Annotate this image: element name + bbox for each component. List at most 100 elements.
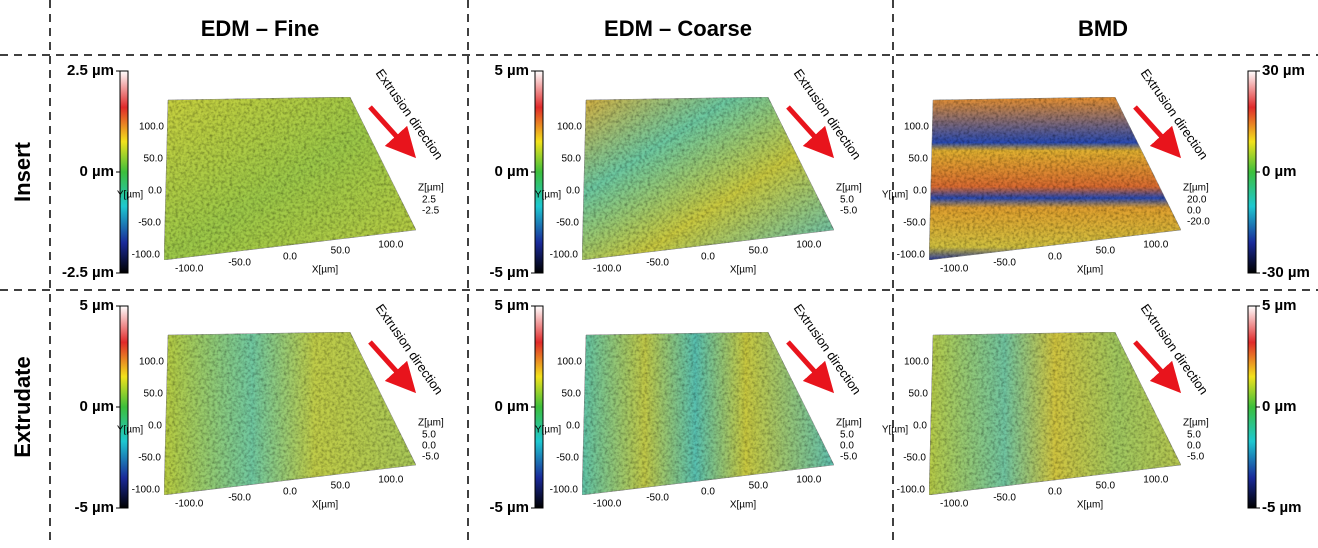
x-tick-label: -50.0: [228, 258, 251, 269]
x-tick-label: 100.0: [796, 475, 821, 486]
y-tick-label: 50.0: [562, 389, 582, 400]
x-axis-label: X[µm]: [730, 500, 757, 511]
direction-label: Extrusion direction: [791, 66, 865, 162]
z-tick-label: -5.0: [1187, 452, 1205, 463]
x-tick-label: 100.0: [378, 240, 403, 251]
y-tick-label: -50.0: [903, 453, 926, 464]
x-axis-label: X[µm]: [312, 500, 339, 511]
colorbar-label: 5 µm: [80, 297, 115, 314]
x-tick-label: 0.0: [1048, 252, 1062, 263]
y-tick-label: 0.0: [566, 186, 580, 197]
y-tick-label: 100.0: [557, 122, 582, 133]
z-tick-label: 2.5: [422, 195, 436, 206]
surface-panel: 5 µm0 µm-5 µm100.050.00.0-50.0-100.0Y[µm…: [490, 297, 865, 516]
z-tick-label: -20.0: [1187, 217, 1210, 228]
y-tick-label: -50.0: [138, 453, 161, 464]
y-axis-label: Y[µm]: [882, 425, 909, 436]
y-tick-label: -50.0: [138, 218, 161, 229]
x-axis-label: X[µm]: [312, 265, 339, 276]
figure: EDM – FineEDM – CoarseBMDInsertExtrudate…: [0, 0, 1318, 543]
colorbar-label: 30 µm: [1262, 62, 1305, 79]
x-tick-label: -50.0: [993, 258, 1016, 269]
row-header: Insert: [10, 141, 35, 202]
y-tick-label: -50.0: [903, 218, 926, 229]
z-axis-label: Z[µm]: [836, 183, 862, 194]
colorbar-label: 0 µm: [495, 398, 530, 415]
y-axis-label: Y[µm]: [117, 425, 144, 436]
direction-label: Extrusion direction: [1138, 66, 1212, 162]
colorbar-label: 0 µm: [80, 163, 115, 180]
surface-panel: 30 µm0 µm-30 µm100.050.00.0-50.0-100.0Y[…: [882, 62, 1310, 281]
colorbar: [1248, 71, 1256, 273]
direction-label: Extrusion direction: [1138, 301, 1212, 397]
colorbar-label: 0 µm: [1262, 398, 1297, 415]
z-tick-label: -2.5: [422, 206, 440, 217]
x-tick-label: 0.0: [701, 252, 715, 263]
colorbar-label: -5 µm: [490, 264, 530, 281]
colorbar: [535, 71, 543, 273]
colorbar-label: -30 µm: [1262, 264, 1310, 281]
direction-label: Extrusion direction: [373, 66, 447, 162]
colorbar-label: 0 µm: [80, 398, 115, 415]
direction-label: Extrusion direction: [373, 301, 447, 397]
y-tick-label: 50.0: [909, 154, 929, 165]
z-axis-label: Z[µm]: [836, 418, 862, 429]
y-tick-label: -100.0: [550, 250, 579, 261]
y-tick-label: 0.0: [913, 421, 927, 432]
y-tick-label: 100.0: [139, 122, 164, 133]
y-tick-label: 100.0: [557, 357, 582, 368]
surface-panel: 5 µm0 µm-5 µm100.050.00.0-50.0-100.0Y[µm…: [75, 297, 447, 516]
surface: [164, 97, 416, 260]
colorbar-label: 2.5 µm: [67, 62, 114, 79]
colorbar-label: -2.5 µm: [62, 264, 114, 281]
z-axis-label: Z[µm]: [418, 183, 444, 194]
colorbar-label: 5 µm: [495, 62, 530, 79]
colorbar-label: -5 µm: [1262, 499, 1302, 516]
z-tick-label: -5.0: [422, 452, 440, 463]
z-tick-label: 0.0: [1187, 206, 1201, 217]
x-tick-label: -50.0: [646, 493, 669, 504]
row-header: Extrudate: [10, 356, 35, 457]
y-axis-label: Y[µm]: [535, 425, 562, 436]
z-tick-label: -5.0: [840, 452, 858, 463]
x-tick-label: -100.0: [593, 499, 622, 510]
x-tick-label: 50.0: [331, 481, 351, 492]
z-tick-label: 20.0: [1187, 195, 1207, 206]
x-axis-label: X[µm]: [1077, 500, 1104, 511]
colorbar-label: 5 µm: [1262, 297, 1297, 314]
x-tick-label: -100.0: [593, 264, 622, 275]
y-tick-label: -50.0: [556, 453, 579, 464]
column-header: EDM – Coarse: [604, 16, 752, 41]
z-tick-label: 5.0: [1187, 430, 1201, 441]
colorbar-label: 0 µm: [495, 163, 530, 180]
z-axis-label: Z[µm]: [418, 418, 444, 429]
colorbar-label: 0 µm: [1262, 163, 1297, 180]
colorbar-label: 5 µm: [495, 297, 530, 314]
x-tick-label: -100.0: [175, 264, 204, 275]
y-tick-label: 100.0: [139, 357, 164, 368]
y-tick-label: -100.0: [897, 250, 926, 261]
x-tick-label: 50.0: [749, 481, 769, 492]
z-tick-label: 5.0: [840, 195, 854, 206]
x-tick-label: 100.0: [796, 240, 821, 251]
y-axis-label: Y[µm]: [882, 190, 909, 201]
x-tick-label: 50.0: [331, 246, 351, 257]
column-header: BMD: [1078, 16, 1128, 41]
y-tick-label: -100.0: [132, 250, 161, 261]
colorbar: [535, 306, 543, 508]
colorbar: [120, 71, 128, 273]
z-tick-label: 5.0: [422, 430, 436, 441]
colorbar: [1248, 306, 1256, 508]
surface: [582, 97, 834, 260]
y-tick-label: -50.0: [556, 218, 579, 229]
direction-label: Extrusion direction: [791, 301, 865, 397]
x-tick-label: -100.0: [940, 499, 969, 510]
surface: [929, 97, 1181, 260]
x-tick-label: 50.0: [1096, 481, 1116, 492]
z-tick-label: 0.0: [422, 441, 436, 452]
y-axis-label: Y[µm]: [535, 190, 562, 201]
surface-panel: 5 µm0 µm-5 µm100.050.00.0-50.0-100.0Y[µm…: [882, 297, 1302, 516]
y-axis-label: Y[µm]: [117, 190, 144, 201]
colorbar: [120, 306, 128, 508]
z-tick-label: 0.0: [840, 441, 854, 452]
